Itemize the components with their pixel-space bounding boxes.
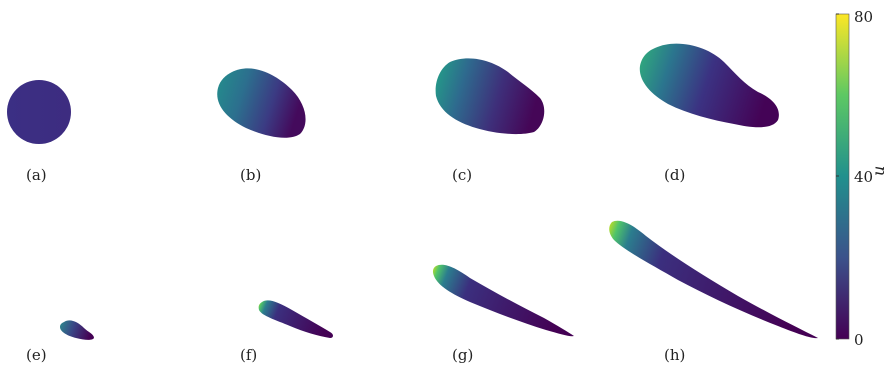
panel-label-f: (f) [240,346,257,364]
panel-label-c: (c) [452,166,472,184]
panel-f: (f) [240,300,333,364]
colorbar-tick-label-80: 80 [854,8,873,26]
panel-label-e: (e) [26,346,47,364]
colorbar-gradient [836,14,849,339]
droplet-shape-e [60,320,94,340]
panel-label-d: (d) [664,166,685,184]
colorbar: 80 40 0 u [835,8,888,349]
droplet-shape-a [7,80,71,144]
droplet-shape-f [258,300,333,338]
panel-g: (g) [432,264,574,364]
panel-a: (a) [7,80,71,184]
panel-c: (c) [435,58,545,184]
panel-label-a: (a) [26,166,47,184]
droplet-shape-b [217,68,306,138]
panel-d: (d) [639,43,779,184]
colorbar-tick-label-40: 40 [854,168,873,186]
colorbar-tick-label-0: 0 [854,331,864,349]
droplet-shape-c [435,58,545,135]
panel-label-h: (h) [664,346,685,364]
droplet-shape-g [432,264,574,337]
colorbar-variable-label: u [869,166,888,176]
panel-label-g: (g) [452,346,473,364]
panel-h: (h) [609,220,818,364]
droplet-shape-d [639,43,779,128]
panel-b: (b) [217,68,306,184]
panel-e: (e) [26,320,94,364]
droplet-shape-h [609,220,818,339]
panel-label-b: (b) [240,166,261,184]
